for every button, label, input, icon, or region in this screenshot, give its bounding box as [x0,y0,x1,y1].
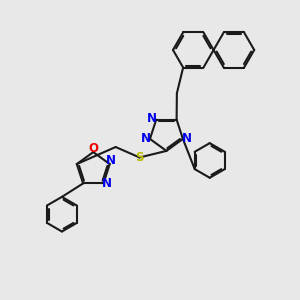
Text: N: N [106,154,116,167]
Text: N: N [141,132,152,146]
Text: N: N [147,112,157,124]
Text: N: N [182,132,191,146]
Text: S: S [135,151,144,164]
Text: O: O [88,142,98,155]
Text: N: N [102,177,112,190]
